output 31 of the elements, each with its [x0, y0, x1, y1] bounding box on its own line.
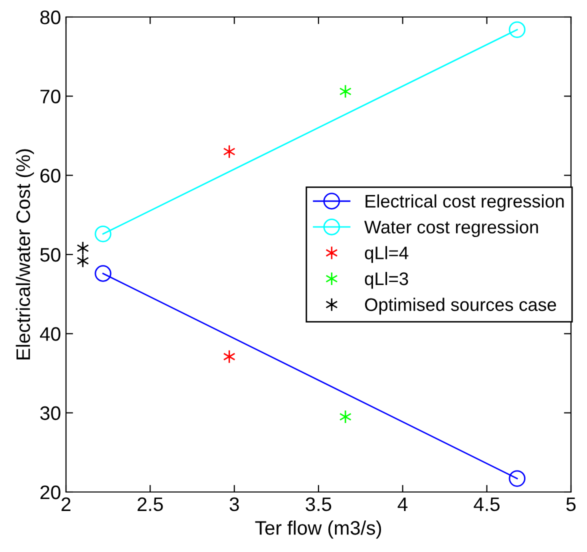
- y-tick-label: 30: [40, 406, 60, 420]
- y-tick-label: 60: [40, 168, 60, 183]
- point: [94, 226, 112, 242]
- y-tick-label: 40: [40, 327, 60, 341]
- legend-label: qLl=4: [364, 246, 408, 263]
- point: [223, 350, 236, 364]
- x-tick-label: 4.5: [474, 498, 500, 512]
- x-tick-label: 3.5: [306, 497, 332, 512]
- x-tick-label: 2.5: [138, 497, 163, 512]
- point: [94, 265, 112, 282]
- y-tick-label: 70: [40, 90, 60, 104]
- legend-label: Optimised sources case: [365, 298, 556, 315]
- x-tick-label: 5: [566, 498, 576, 512]
- legend-label: qLl=3: [364, 272, 408, 289]
- point: [508, 470, 526, 487]
- point: [339, 84, 352, 98]
- y-tick-label: 50: [40, 248, 60, 262]
- point: [508, 21, 526, 38]
- legend-label: Water cost regression: [364, 220, 538, 238]
- y-tick-label: 20: [40, 485, 60, 500]
- point: [339, 410, 352, 424]
- x-axis-title: Ter flow (m3/s): [255, 520, 382, 539]
- y-axis-title: Electrical/water Cost (%): [16, 149, 34, 360]
- x-tick-label: 3: [230, 497, 239, 512]
- point: [223, 144, 236, 159]
- legend-label: Electrical cost regression: [366, 194, 564, 212]
- x-tick-label: 2: [62, 497, 70, 511]
- point: [76, 254, 89, 268]
- x-tick-label: 4: [398, 498, 408, 511]
- point: [76, 241, 89, 256]
- y-tick-label: 80: [40, 10, 60, 24]
